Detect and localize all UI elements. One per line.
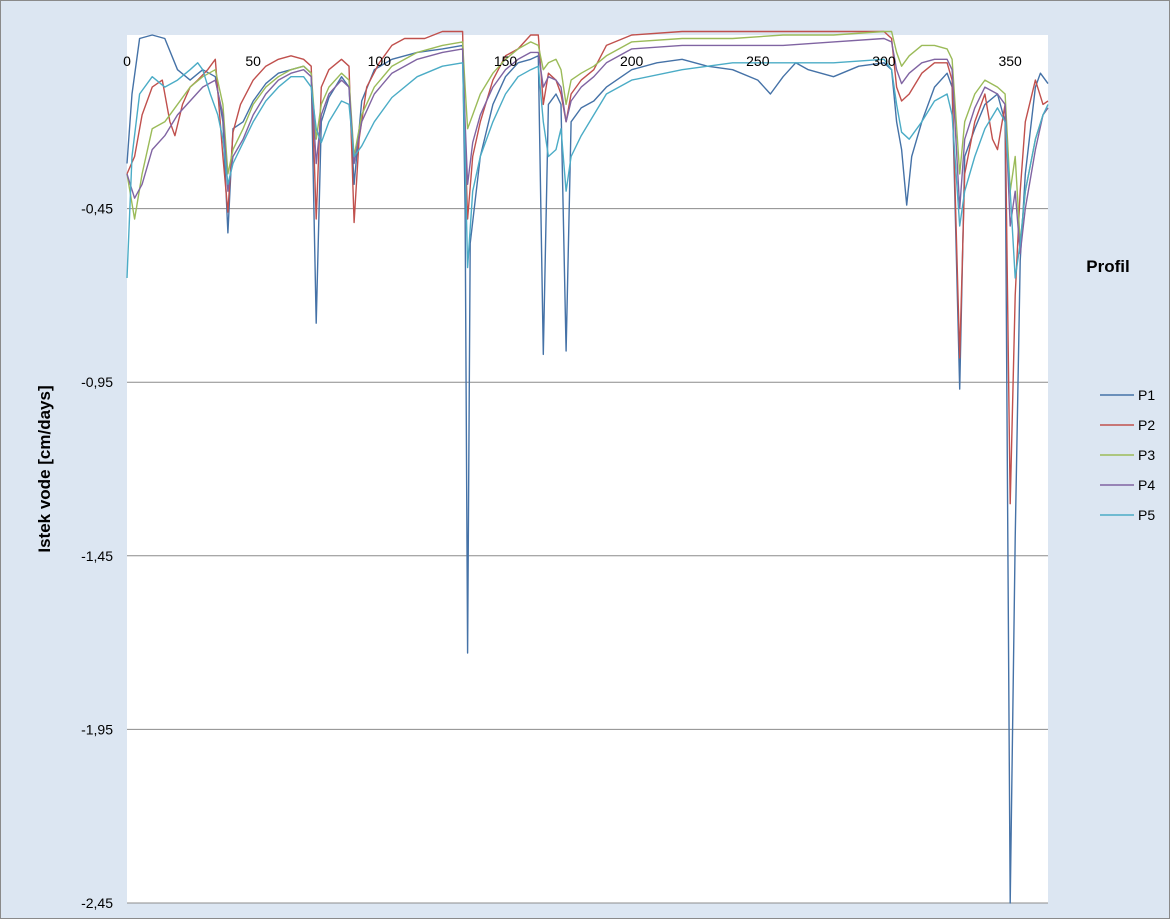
y-axis-title: Istek vode [cm/days] [35, 385, 54, 552]
series-line-p1 [126, 34, 1049, 904]
x-tick-label: 100 [368, 53, 392, 69]
y-axis-tick-labels: -0,45 -0,95 -1,45 -1,95 -2,45 [81, 201, 113, 911]
series-line-p4 [126, 37, 1049, 255]
legend-label-p2: P2 [1138, 417, 1155, 433]
x-tick-label: 250 [746, 53, 770, 69]
x-tick-label: 50 [245, 53, 261, 69]
series-line-p3 [126, 30, 1049, 244]
x-tick-label: 200 [620, 53, 644, 69]
x-axis-tick-labels: 0 50 100 150 200 250 300 350 [123, 53, 1022, 69]
legend-label-p4: P4 [1138, 477, 1155, 493]
legend: P1 P2 P3 P4 P5 [1100, 387, 1155, 523]
y-tick-label: -1,95 [81, 721, 113, 737]
y-tick-label: -0,95 [81, 374, 113, 390]
gridlines [127, 208, 1048, 904]
legend-label-p3: P3 [1138, 447, 1155, 463]
x-tick-label: 300 [872, 53, 896, 69]
y-tick-label: -2,45 [81, 895, 113, 911]
series-line-p5 [126, 58, 1049, 279]
legend-label-p1: P1 [1138, 387, 1155, 403]
x-tick-label: 150 [494, 53, 518, 69]
plot-area [127, 35, 1048, 903]
series-lines [126, 30, 1049, 904]
x-tick-label: 350 [998, 53, 1022, 69]
legend-title: Profil [1086, 257, 1129, 276]
x-tick-label: 0 [123, 53, 131, 69]
y-tick-label: -0,45 [81, 201, 113, 217]
legend-label-p5: P5 [1138, 507, 1155, 523]
y-tick-label: -1,45 [81, 548, 113, 564]
